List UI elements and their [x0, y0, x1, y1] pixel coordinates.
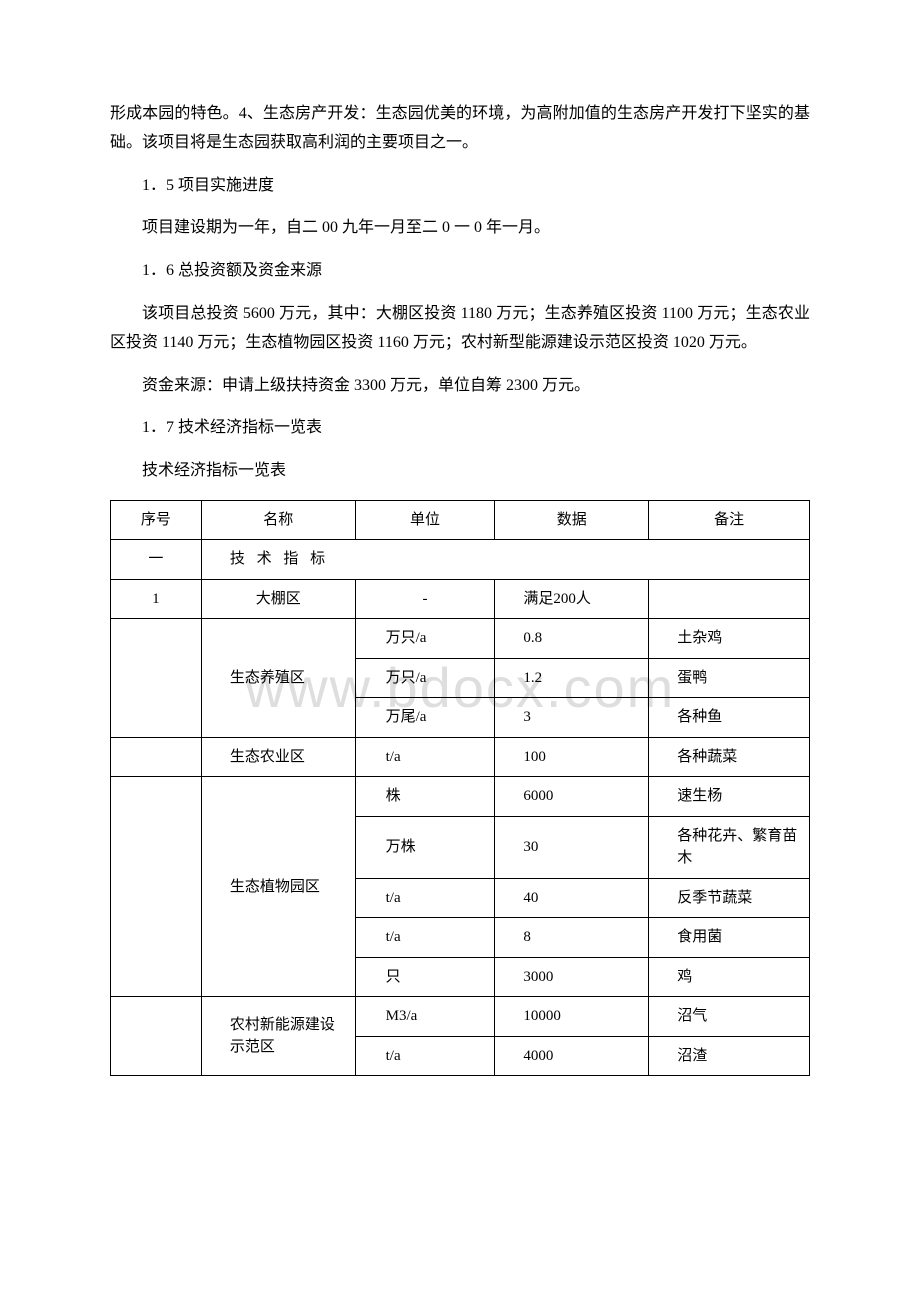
cell-data: 10000	[495, 997, 649, 1037]
cell-unit: 株	[355, 777, 495, 817]
document-content: 形成本园的特色。4、生态房产开发：生态园优美的环境，为高附加值的生态房产开发打下…	[110, 100, 810, 1076]
cell-note: 各种花卉、繁育苗木	[649, 816, 810, 878]
cell-note: 食用菌	[649, 918, 810, 958]
cell-data: 30	[495, 816, 649, 878]
cell-data: 3000	[495, 957, 649, 997]
paragraph-intro: 形成本园的特色。4、生态房产开发：生态园优美的环境，为高附加值的生态房产开发打下…	[110, 100, 810, 158]
cell-note: 蛋鸭	[649, 658, 810, 698]
cell-data: 8	[495, 918, 649, 958]
cell-unit: M3/a	[355, 997, 495, 1037]
section-num: 一	[111, 540, 202, 580]
section-1-7-heading: 1．7 技术经济指标一览表	[110, 414, 810, 443]
cell-num	[111, 777, 202, 997]
cell-note: 沼渣	[649, 1036, 810, 1076]
header-col4: 数据	[495, 500, 649, 540]
cell-note: 鸡	[649, 957, 810, 997]
cell-unit: -	[355, 579, 495, 619]
table-row: 生态农业区 t/a 100 各种蔬菜	[111, 737, 810, 777]
header-col3: 单位	[355, 500, 495, 540]
cell-num	[111, 619, 202, 738]
cell-name: 农村新能源建设示范区	[201, 997, 355, 1076]
cell-data: 满足200人	[495, 579, 649, 619]
cell-unit: t/a	[355, 737, 495, 777]
cell-name: 大棚区	[201, 579, 355, 619]
table-row: 1 大棚区 - 满足200人	[111, 579, 810, 619]
header-col2: 名称	[201, 500, 355, 540]
cell-unit: 万株	[355, 816, 495, 878]
cell-unit: 万只/a	[355, 619, 495, 659]
cell-note: 土杂鸡	[649, 619, 810, 659]
cell-note: 沼气	[649, 997, 810, 1037]
cell-data: 100	[495, 737, 649, 777]
section-1-6-heading: 1．6 总投资额及资金来源	[110, 257, 810, 286]
cell-note: 反季节蔬菜	[649, 878, 810, 918]
cell-num	[111, 737, 202, 777]
cell-num: 1	[111, 579, 202, 619]
cell-note: 速生杨	[649, 777, 810, 817]
cell-data: 6000	[495, 777, 649, 817]
paragraph-schedule: 项目建设期为一年，自二 00 九年一月至二 0 一 0 年一月。	[110, 214, 810, 243]
cell-unit: 只	[355, 957, 495, 997]
table-row: 生态植物园区 株 6000 速生杨	[111, 777, 810, 817]
table-section-row: 一 技 术 指 标	[111, 540, 810, 580]
paragraph-funding: 资金来源：申请上级扶持资金 3300 万元，单位自筹 2300 万元。	[110, 372, 810, 401]
cell-data: 1.2	[495, 658, 649, 698]
cell-note: 各种蔬菜	[649, 737, 810, 777]
cell-unit: t/a	[355, 878, 495, 918]
header-col5: 备注	[649, 500, 810, 540]
cell-name: 生态养殖区	[201, 619, 355, 738]
cell-data: 40	[495, 878, 649, 918]
cell-note	[649, 579, 810, 619]
cell-data: 0.8	[495, 619, 649, 659]
header-col1: 序号	[111, 500, 202, 540]
cell-unit: 万尾/a	[355, 698, 495, 738]
cell-data: 4000	[495, 1036, 649, 1076]
cell-data: 3	[495, 698, 649, 738]
table-title: 技术经济指标一览表	[110, 457, 810, 486]
cell-name: 生态农业区	[201, 737, 355, 777]
table-row: 农村新能源建设示范区 M3/a 10000 沼气	[111, 997, 810, 1037]
cell-note: 各种鱼	[649, 698, 810, 738]
section-1-5-heading: 1．5 项目实施进度	[110, 172, 810, 201]
table-header-row: 序号 名称 单位 数据 备注	[111, 500, 810, 540]
cell-unit: t/a	[355, 918, 495, 958]
cell-name: 生态植物园区	[201, 777, 355, 997]
technical-economic-indicators-table: 序号 名称 单位 数据 备注 一 技 术 指 标 1 大棚区 - 满足200人 …	[110, 500, 810, 1077]
cell-unit: 万只/a	[355, 658, 495, 698]
paragraph-investment: 该项目总投资 5600 万元，其中：大棚区投资 1180 万元；生态养殖区投资 …	[110, 300, 810, 358]
table-row: 生态养殖区 万只/a 0.8 土杂鸡	[111, 619, 810, 659]
section-title: 技 术 指 标	[201, 540, 809, 580]
cell-num	[111, 997, 202, 1076]
cell-unit: t/a	[355, 1036, 495, 1076]
